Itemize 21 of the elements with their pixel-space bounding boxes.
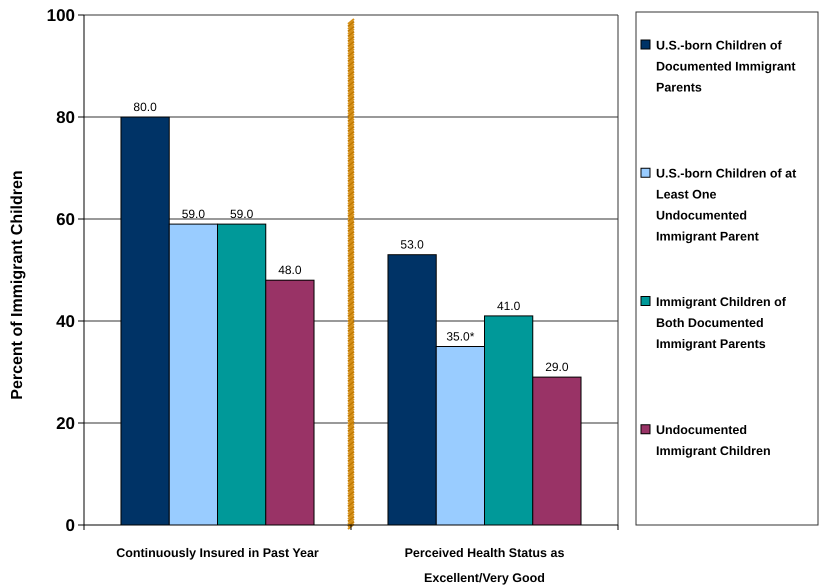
y-axis-title: Percent of Immigrant Children — [9, 170, 26, 400]
legend-label: U.S.-born Children of at Least One Undocumented Immigrant Parent — [656, 166, 798, 244]
y-tick-label: 80 — [56, 108, 75, 127]
y-tick-label: 60 — [56, 210, 75, 229]
y-tick-label: 20 — [56, 414, 75, 433]
x-tick-label: Continuously Insured in Past Year — [116, 546, 319, 560]
data-label: 59.0 — [182, 207, 206, 222]
data-label: 80.0 — [133, 100, 158, 114]
x-tick-label: Perceived Health Status as Excellent/Very Good — [404, 546, 564, 585]
data-label: 35.0* — [446, 330, 475, 344]
y-tick-label: 0 — [66, 516, 75, 535]
data-label: 48.0 — [278, 263, 302, 278]
data-label: 59.0 — [230, 207, 254, 222]
legend-label: U.S.-born Children of Documented Immigrant Parents — [656, 38, 796, 94]
data-label: 53.0 — [400, 238, 424, 252]
y-tick-label: 100 — [46, 6, 75, 25]
legend-label: Immigrant Children of Both Documented Immigrant Parents — [656, 294, 787, 351]
data-label: 41.0 — [496, 298, 521, 313]
legend-label: Undocumented Immigrant Children — [656, 423, 771, 458]
data-label: 29.0 — [545, 360, 569, 374]
y-tick-label: 40 — [56, 312, 75, 331]
